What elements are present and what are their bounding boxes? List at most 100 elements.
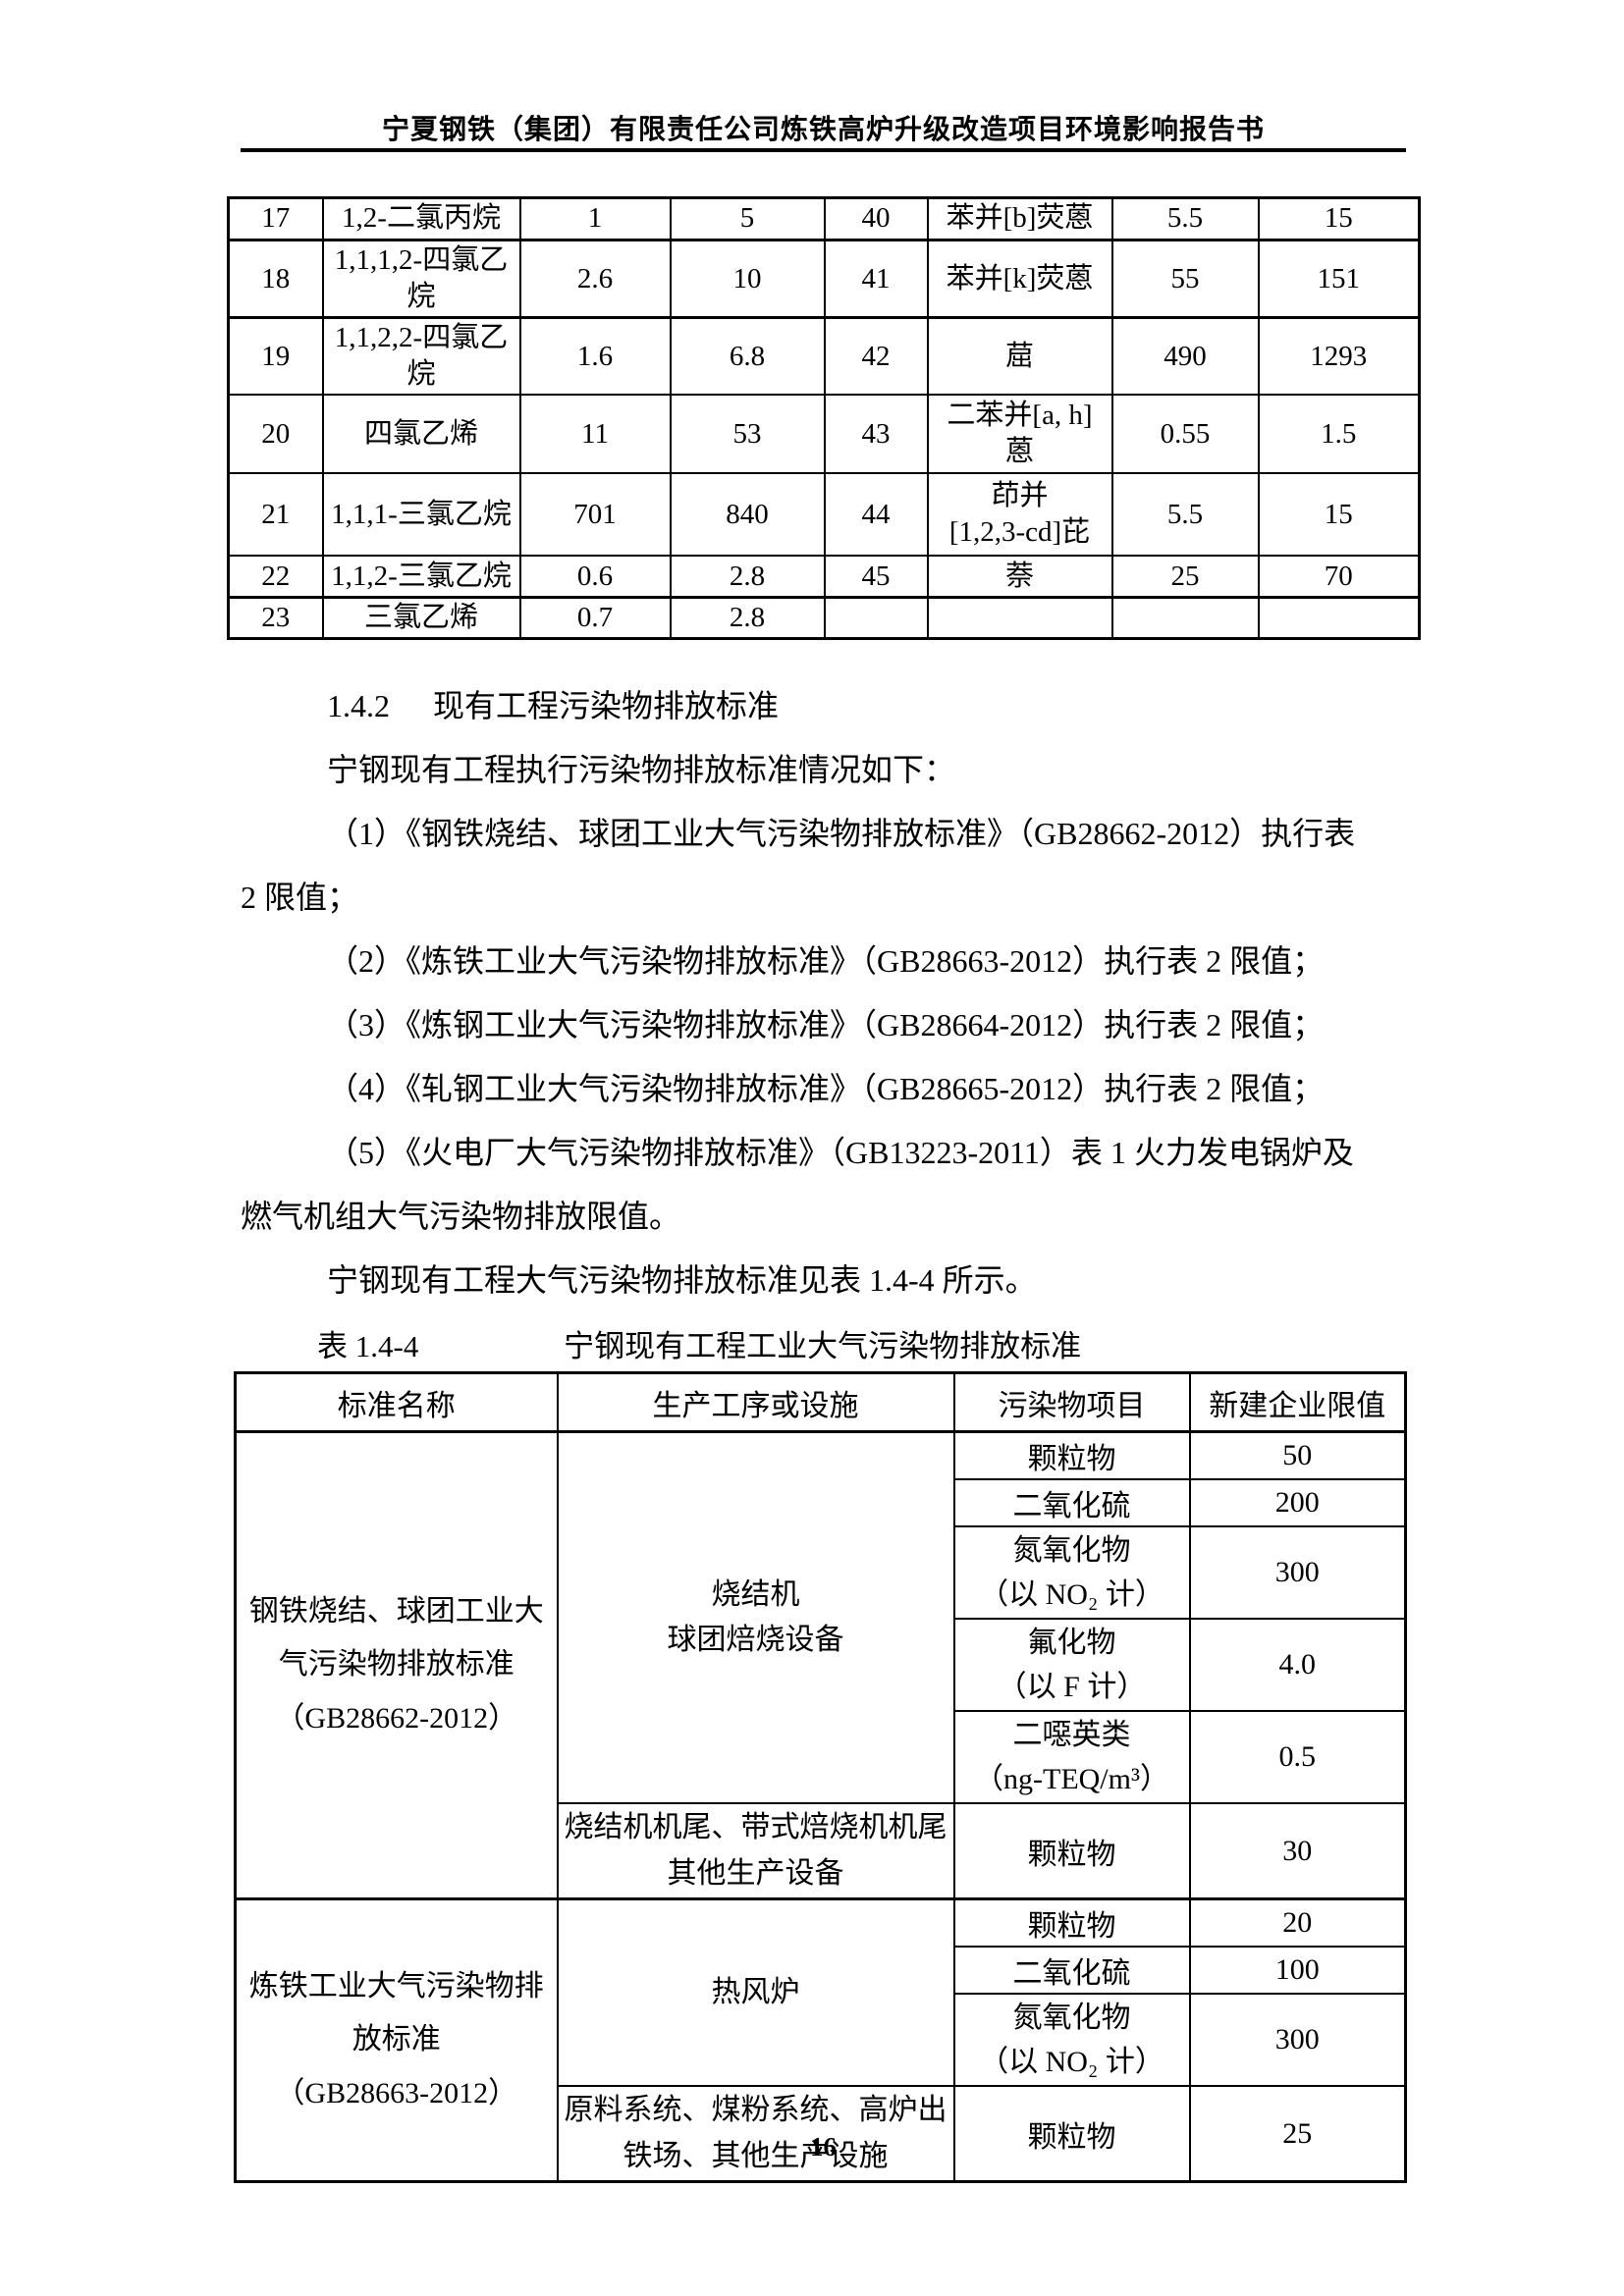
- limit-cell: 50: [1188, 1430, 1407, 1480]
- table-cell: 5.5: [1110, 196, 1260, 241]
- pollutant-cell: 二噁英类 （ng-TEQ/m³）: [952, 1710, 1191, 1804]
- table-cell: 2.8: [669, 595, 826, 640]
- table-cell: 40: [823, 196, 929, 241]
- table-cell: [823, 595, 929, 640]
- table-cell: 23: [227, 595, 324, 640]
- process-cell: 热风炉: [556, 1897, 955, 2087]
- table-cell: 2.8: [669, 555, 826, 599]
- table-row: 22 1,1,2-三氯乙烷 0.6 2.8 45 萘 25 70: [227, 555, 1421, 599]
- table-cell: 20: [227, 394, 324, 475]
- limit-cell: 20: [1188, 1897, 1407, 1948]
- paragraph: （1）《钢铁烧结、球团工业大气污染物排放标准》（GB28662-2012）执行表: [327, 816, 1356, 851]
- paragraph: 燃气机组大气污染物排放限值。: [241, 1199, 681, 1234]
- table-cell: 0.7: [518, 595, 672, 640]
- table-row: 钢铁烧结、球团工业大 气污染物排放标准 （GB28662-2012） 烧结机 球…: [234, 1430, 1407, 1900]
- table-cell: 151: [1257, 238, 1421, 319]
- table-cell: 840: [669, 472, 826, 558]
- pollutant-cell: 氮氧化物 （以 NO₂ 计）: [952, 1525, 1191, 1620]
- section-heading-title: 现有工程污染物排放标准: [433, 688, 780, 723]
- table-cell: 19: [227, 316, 324, 397]
- pollutant-cell: 二氧化硫: [952, 1478, 1191, 1527]
- table-cell: 5: [669, 196, 826, 241]
- pollutant-cell: 氮氧化物 （以 NO₂ 计）: [952, 1993, 1191, 2087]
- table-cell: 70: [1257, 555, 1421, 599]
- paragraph: （5）《火电厂大气污染物排放标准》（GB13223-2011）表 1 火力发电锅…: [327, 1135, 1354, 1170]
- table-cell: 22: [227, 555, 324, 599]
- table-row: 氟化物 （以 F 计） 4.0: [236, 1618, 1407, 1712]
- column-header: 新建企业限值: [1188, 1371, 1407, 1433]
- table-cell: 萘: [926, 555, 1113, 599]
- process-cell: 烧结机机尾、带式焙烧机机尾 其他生产设备: [556, 1802, 955, 1900]
- table-cell: 43: [823, 394, 929, 475]
- table-row: 氮氧化物 （以 NO₂ 计） 300: [236, 1993, 1407, 2087]
- header-rule: [241, 148, 1406, 152]
- limit-cell: 300: [1188, 1993, 1407, 2087]
- table-cell: 6.8: [669, 316, 826, 397]
- table-cell: 15: [1257, 472, 1421, 558]
- table-cell: 1.6: [518, 316, 672, 397]
- table-cell: 45: [823, 555, 929, 599]
- paragraph: （2）《炼铁工业大气污染物排放标准》（GB28663-2012）执行表 2 限值…: [327, 943, 1325, 979]
- header-title: 宁夏钢铁（集团）有限责任公司炼铁高炉升级改造项目环境影响报告书: [381, 115, 1265, 145]
- table-row: 23 三氯乙烯 0.7 2.8: [227, 595, 1421, 640]
- table-cell: 1.5: [1257, 394, 1421, 475]
- pollutant-cell: 颗粒物: [952, 2085, 1191, 2183]
- table-cell: 25: [1110, 555, 1260, 599]
- process-cell: 原料系统、煤粉系统、高炉出 铁场、其他生产设施: [556, 2085, 955, 2183]
- table-row: 二噁英类 （ng-TEQ/m³） 0.5: [236, 1710, 1407, 1804]
- table-cell: 21: [227, 472, 324, 558]
- table-cell: 1,2-二氯丙烷: [321, 196, 521, 241]
- table-cell: 53: [669, 394, 826, 475]
- table-cell: 2.6: [518, 238, 672, 319]
- limit-cell: 25: [1188, 2085, 1407, 2183]
- table2-caption: 表 1.4-4 宁钢现有工程工业大气污染物排放标准: [241, 1325, 1406, 1368]
- paragraph: （4）《轧钢工业大气污染物排放标准》（GB28665-2012）执行表 2 限值…: [327, 1071, 1325, 1106]
- table2-caption-label: 表 1.4-4: [317, 1329, 419, 1363]
- limit-cell: 200: [1188, 1478, 1407, 1527]
- table-cell: 1,1,2-三氯乙烷: [321, 555, 521, 599]
- table-cell: 1,1,1-三氯乙烷: [321, 472, 521, 558]
- table2-caption-title: 宁钢现有工程工业大气污染物排放标准: [564, 1329, 1082, 1363]
- section-heading-number: 1.4.2: [327, 688, 390, 723]
- table-cell: 苯并[b]荧蒽: [926, 196, 1113, 241]
- table-cell: 0.6: [518, 555, 672, 599]
- table-cell: 三氯乙烯: [321, 595, 521, 640]
- table-cell: 1,1,1,2-四氯乙 烷: [321, 238, 521, 319]
- table-cell: 44: [823, 472, 929, 558]
- table-cell: 17: [227, 196, 324, 241]
- pollutant-cell: 氟化物 （以 F 计）: [952, 1618, 1191, 1712]
- table-cell: 11: [518, 394, 672, 475]
- paragraph: （3）《炼钢工业大气污染物排放标准》（GB28664-2012）执行表 2 限值…: [327, 1007, 1325, 1042]
- table-cell: 茚并 [1,2,3-cd]芘: [926, 472, 1113, 558]
- section-heading: 1.4.2 现有工程污染物排放标准: [241, 674, 1409, 738]
- table-cell: 701: [518, 472, 672, 558]
- pollutant-cell: 颗粒物: [952, 1897, 1191, 1948]
- table-cell: 5.5: [1110, 472, 1260, 558]
- table-cell: 1: [518, 196, 672, 241]
- pollutant-cell: 二氧化硫: [952, 1946, 1191, 1995]
- table-row: 氮氧化物 （以 NO₂ 计） 300: [236, 1525, 1407, 1620]
- table-row: 烧结机机尾、带式焙烧机机尾 其他生产设备 颗粒物 30: [236, 1802, 1407, 1900]
- table-cell: 10: [669, 238, 826, 319]
- table-cell: 490: [1110, 316, 1260, 397]
- table-row: 19 1,1,2,2-四氯乙 烷 1.6 6.8 42 䓛 490 1293: [227, 316, 1421, 397]
- table-row: 原料系统、煤粉系统、高炉出 铁场、其他生产设施 颗粒物 25: [236, 2085, 1407, 2183]
- column-header: 标准名称: [234, 1371, 559, 1433]
- table-cell: 䓛: [926, 316, 1113, 397]
- paragraph: 宁钢现有工程大气污染物排放标准见表 1.4-4 所示。: [327, 1262, 1037, 1298]
- limit-cell: 300: [1188, 1525, 1407, 1620]
- table-cell: 55: [1110, 238, 1260, 319]
- table-cell: 苯并[k]荧蒽: [926, 238, 1113, 319]
- standard-name-cell: 钢铁烧结、球团工业大 气污染物排放标准 （GB28662-2012）: [234, 1430, 559, 1900]
- table-row: 18 1,1,1,2-四氯乙 烷 2.6 10 41 苯并[k]荧蒽 55 15…: [227, 238, 1421, 319]
- limit-cell: 4.0: [1188, 1618, 1407, 1712]
- table-row: 20 四氯乙烯 11 53 43 二苯并[a, h] 蒽 0.55 1.5: [227, 394, 1421, 475]
- table-row: 炼铁工业大气污染物排 放标准 （GB28663-2012） 热风炉 颗粒物 20: [234, 1897, 1407, 2183]
- pollutant-cell: 颗粒物: [952, 1802, 1191, 1900]
- table-cell: [1257, 595, 1421, 640]
- process-cell: 烧结机 球团焙烧设备: [556, 1430, 955, 1804]
- table-cell: 18: [227, 238, 324, 319]
- table-row: 二氧化硫 200: [236, 1478, 1407, 1527]
- table-row: 17 1,2-二氯丙烷 1 5 40 苯并[b]荧蒽 5.5 15: [227, 196, 1421, 241]
